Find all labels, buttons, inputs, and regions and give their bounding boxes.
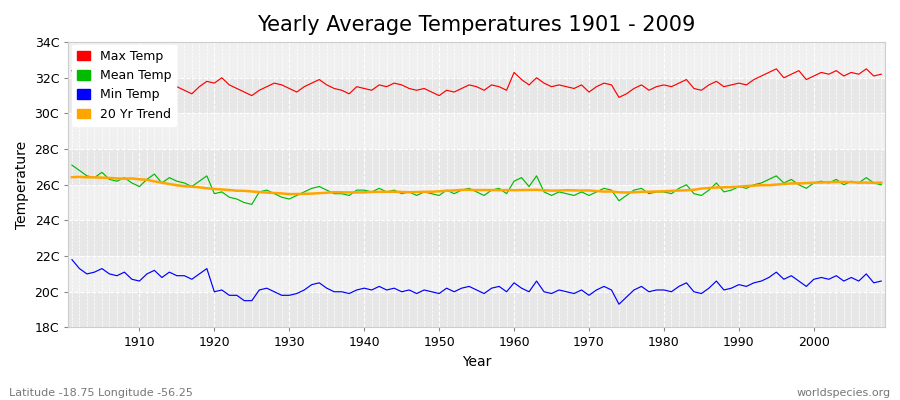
Bar xyxy=(68,114,885,149)
Bar xyxy=(68,220,885,256)
Bar xyxy=(68,185,885,220)
Legend: Max Temp, Mean Temp, Min Temp, 20 Yr Trend: Max Temp, Mean Temp, Min Temp, 20 Yr Tre… xyxy=(72,45,176,126)
Bar xyxy=(68,42,885,78)
Bar xyxy=(68,78,885,114)
Y-axis label: Temperature: Temperature xyxy=(15,141,29,229)
Text: worldspecies.org: worldspecies.org xyxy=(796,388,891,398)
Bar xyxy=(68,256,885,292)
Bar xyxy=(68,292,885,328)
Text: Latitude -18.75 Longitude -56.25: Latitude -18.75 Longitude -56.25 xyxy=(9,388,193,398)
X-axis label: Year: Year xyxy=(462,355,491,369)
Bar xyxy=(68,149,885,185)
Title: Yearly Average Temperatures 1901 - 2009: Yearly Average Temperatures 1901 - 2009 xyxy=(257,15,696,35)
